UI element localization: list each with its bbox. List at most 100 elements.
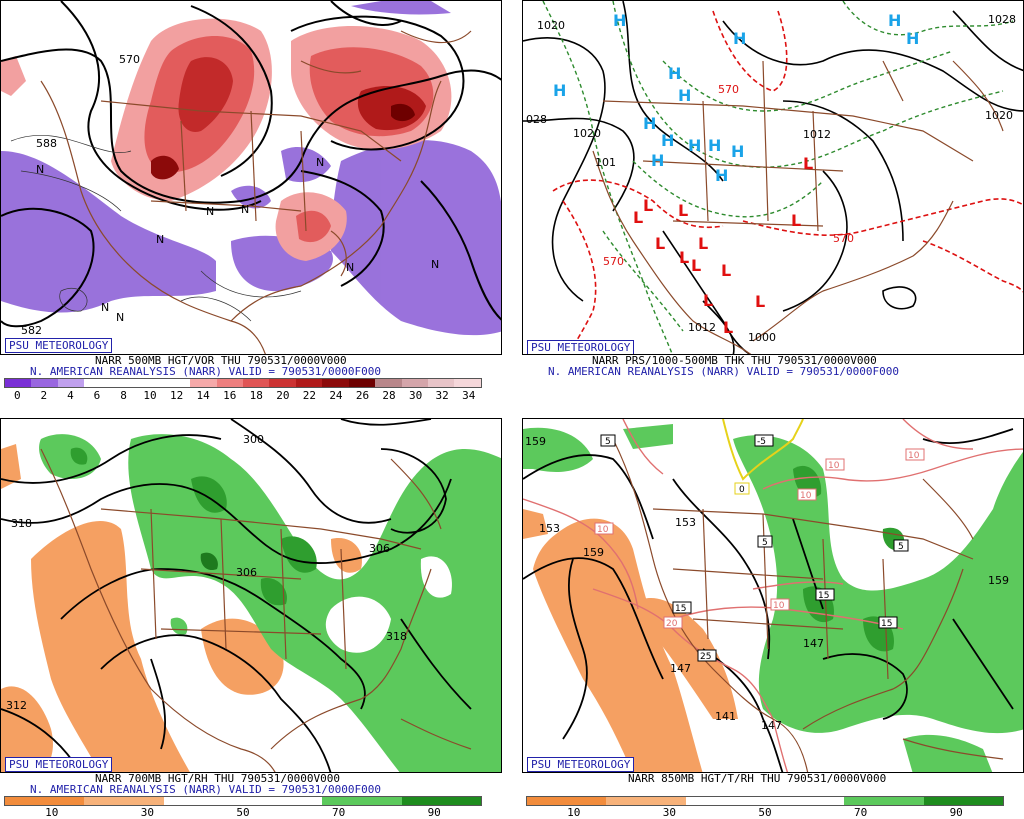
- contour-label: 306: [236, 566, 257, 579]
- high-icon: H: [731, 142, 744, 161]
- colorbar-swatch: [269, 379, 296, 387]
- contour-label: 1028: [988, 13, 1016, 26]
- colorbar-swatch: [242, 797, 323, 805]
- psu-meteorology-badge: PSU METEOROLOGY: [527, 340, 635, 354]
- freezing-isotherm: [722, 419, 804, 481]
- psu-meteorology-badge: PSU METEOROLOGY: [5, 338, 113, 353]
- low-icon: L: [721, 261, 731, 280]
- temp-label-box: 5: [757, 535, 773, 548]
- panel4-colorbar-ticks: 10 30 50 70 90: [526, 807, 1004, 819]
- temp-label-box: 15: [672, 601, 692, 614]
- colorbar-tick-label: 2: [40, 389, 48, 402]
- thickness-label: 570: [603, 255, 624, 268]
- panel1-caption-title: NARR 500MB HGT/VOR THU 790531/0000V000: [95, 354, 347, 367]
- high-icon: H: [661, 131, 674, 150]
- panel2-caption-valid: N. AMERICAN REANALYSIS (NARR) VALID = 79…: [548, 365, 899, 378]
- n-label: N: [431, 258, 439, 271]
- colorbar-tick-label: 50: [236, 806, 250, 819]
- contour-label: 141: [715, 710, 736, 723]
- svg-text:0: 0: [739, 485, 745, 495]
- colorbar-swatch: [84, 379, 111, 387]
- political-boundaries: [592, 60, 1004, 354]
- temperature-labels: 5 -5 0 10 10 5 10 15 10 20 15 25 5 15 10: [594, 434, 925, 662]
- contour-label: 318: [386, 630, 407, 643]
- colorbar-swatch: [375, 379, 402, 387]
- panel2-caption-title: NARR PRS/1000-500MB THK THU 790531/0000V…: [592, 354, 877, 367]
- colorbar-tick-label: 12: [169, 389, 184, 402]
- colorbar-tick-label: 30: [408, 389, 423, 402]
- low-icon: L: [698, 234, 708, 253]
- svg-text:10: 10: [773, 601, 785, 611]
- panel3-colorbar-ticks: 10 30 50 70 90: [4, 807, 482, 819]
- colorbar-swatch: [764, 797, 845, 805]
- panel1-colorbar: [4, 378, 482, 388]
- svg-text:5: 5: [898, 542, 904, 552]
- thickness-contours-cold: [542, 1, 1014, 354]
- colorbar-swatch: [348, 379, 376, 387]
- svg-text:5: 5: [605, 437, 611, 447]
- low-icon: L: [691, 256, 701, 275]
- colorbar-tick-label: 70: [853, 806, 868, 819]
- low-pressure-centers: L L L L L L L L L L L L L: [633, 154, 813, 337]
- low-icon: L: [755, 292, 765, 311]
- colorbar-tick-label: 16: [223, 389, 237, 402]
- contour-label: 570: [119, 53, 140, 66]
- temp-label-box: 10: [594, 522, 614, 535]
- temp-label-box: 5: [600, 434, 616, 447]
- n-label: N: [206, 205, 214, 218]
- contour-label: 147: [803, 637, 824, 650]
- low-icon: L: [643, 196, 653, 215]
- thickness-label: 570: [718, 83, 739, 96]
- contour-label: 306: [369, 542, 390, 555]
- colorbar-swatch: [322, 379, 349, 387]
- n-label: N: [116, 311, 124, 324]
- map-pressure-thickness: H H H H H H H H H H H H H H L L L L L L …: [523, 1, 1023, 354]
- colorbar-tick-label: 34: [462, 389, 476, 402]
- n-label: N: [346, 261, 354, 274]
- thickness-label: 570: [833, 232, 854, 245]
- svg-text:10: 10: [828, 461, 840, 471]
- contour-label: 147: [761, 719, 782, 732]
- colorbar-tick-label: 28: [382, 389, 396, 402]
- high-icon: H: [678, 86, 691, 105]
- colorbar-swatch: [163, 797, 243, 805]
- contour-label: 582: [21, 324, 42, 337]
- colorbar-swatch: [190, 379, 217, 387]
- colorbar-tick-label: 18: [249, 389, 263, 402]
- low-icon: L: [679, 248, 689, 267]
- vorticity-min-labels: N N N N N N N N N: [36, 156, 439, 324]
- svg-text:15: 15: [818, 591, 829, 601]
- colorbar-tick-label: 30: [140, 806, 155, 819]
- colorbar-swatch: [5, 797, 85, 805]
- panel1-caption-valid: N. AMERICAN REANALYSIS (NARR) VALID = 79…: [30, 365, 381, 378]
- colorbar-tick-label: 32: [435, 389, 449, 402]
- colorbar-tick-label: 90: [427, 806, 441, 819]
- contour-label: 1020: [573, 127, 601, 140]
- contour-value-labels: 300 318 306 306 318 312: [6, 433, 407, 712]
- colorbar-tick-label: 6: [93, 389, 101, 402]
- high-icon: H: [613, 11, 626, 30]
- contour-value-labels: 570 582 588: [21, 53, 140, 337]
- positive-vorticity-areas: [1, 18, 452, 261]
- colorbar-tick-label: 90: [949, 806, 963, 819]
- high-icon: H: [651, 151, 664, 170]
- political-boundaries: [40, 448, 472, 772]
- panel1-colorbar-ticks: 0 2 4 6 8 10 12 14 16 18 20 22 24 26 28 30 32 34: [4, 390, 482, 402]
- panel-pressure-thickness: H H H H H H H H H H H H H H L L L L L L …: [522, 0, 1024, 355]
- contour-label: 159: [525, 435, 546, 448]
- colorbar-tick-label: 24: [329, 389, 343, 402]
- temp-label-box: 5: [893, 539, 909, 552]
- contour-label: 147: [670, 662, 691, 675]
- high-icon: H: [733, 29, 746, 48]
- negative-vorticity-areas: [1, 1, 501, 336]
- svg-text:10: 10: [908, 451, 920, 461]
- contour-label: 153: [539, 522, 560, 535]
- colorbar-swatch: [322, 797, 402, 805]
- thickness-value-labels: 570 570 570: [603, 83, 854, 268]
- psu-meteorology-badge: PSU METEOROLOGY: [5, 757, 113, 772]
- contour-value-labels: 1020 1028 028 1012 101 1020 1000 1012 10…: [526, 13, 1016, 344]
- temp-label-box: 10: [797, 488, 817, 501]
- contour-label: 028: [526, 113, 547, 126]
- colorbar-swatch: [242, 379, 270, 387]
- colorbar-swatch: [401, 797, 481, 805]
